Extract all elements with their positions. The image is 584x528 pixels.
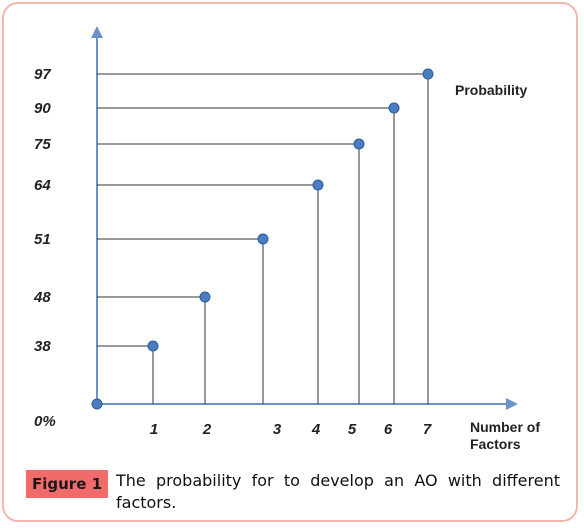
y-tick-label: 75: [34, 136, 51, 153]
probability-chart: 0% 38 48 51 64 75 90 97 1 2 3 4 5 6 7 Number of Factors P…: [33, 26, 540, 452]
y-tick-label: 0%: [34, 413, 56, 430]
y-tick-label: 97: [34, 66, 51, 83]
x-axis-title: Number of Factors: [470, 419, 540, 452]
x-axis-arrow: [506, 398, 518, 410]
x-tick-label: 6: [384, 421, 393, 438]
figure-caption-text: The probability for to develop an AO wit…: [116, 471, 560, 512]
x-tick-label: 3: [273, 421, 282, 438]
series-label: Probability: [455, 82, 528, 98]
figure-label: Figure 1: [26, 470, 109, 498]
y-tick-label: 51: [34, 231, 51, 248]
figure-frame: [2, 2, 578, 522]
data-point: [353, 138, 365, 150]
x-tick-label: 5: [348, 421, 357, 438]
x-tick-label: 1: [150, 421, 158, 438]
data-point: [199, 291, 211, 303]
y-tick-label: 90: [34, 100, 51, 117]
data-point: [312, 179, 324, 191]
x-tick-label: 4: [311, 421, 321, 438]
data-point: [257, 233, 269, 245]
x-tick-label: 2: [202, 421, 212, 438]
data-point: [147, 340, 159, 352]
y-tick-label: 38: [34, 338, 51, 355]
x-tick-label: 7: [423, 421, 432, 438]
data-point: [91, 398, 103, 410]
data-point: [388, 102, 400, 114]
data-point: [422, 68, 434, 80]
y-tick-label: 64: [34, 177, 51, 194]
y-tick-label: 48: [33, 289, 51, 306]
y-axis-arrow: [91, 26, 103, 38]
